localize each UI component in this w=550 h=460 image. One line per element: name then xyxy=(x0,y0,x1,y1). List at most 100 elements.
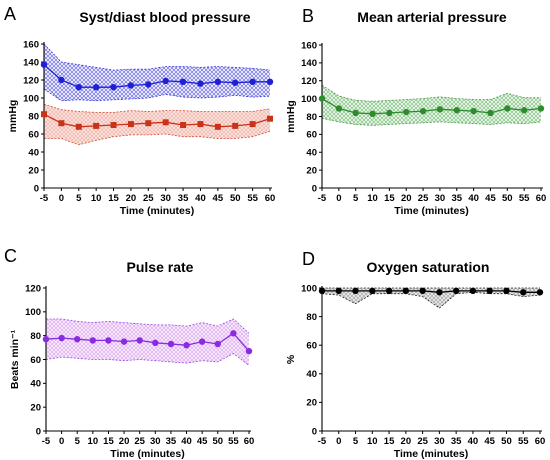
x-tick-label: 15 xyxy=(103,436,114,447)
x-tick-label: 0 xyxy=(59,436,64,447)
data-point xyxy=(127,121,134,128)
x-tick-label: 10 xyxy=(88,436,99,447)
x-tick-label: 10 xyxy=(367,193,378,204)
data-point xyxy=(214,340,221,348)
x-tick-label: 25 xyxy=(417,436,428,447)
x-tick-label: 40 xyxy=(181,436,192,447)
x-tick-label: 55 xyxy=(519,193,530,204)
data-point xyxy=(267,115,273,122)
data-point xyxy=(335,287,342,295)
data-point xyxy=(74,336,81,343)
data-point xyxy=(162,77,169,85)
y-tick-label: 80 xyxy=(30,331,41,342)
x-tick-label: 15 xyxy=(384,436,395,447)
y-tick-label: 40 xyxy=(306,148,317,159)
data-point xyxy=(318,95,326,102)
data-point xyxy=(136,337,143,344)
y-tick-label: 0 xyxy=(312,426,317,437)
x-tick-label: 30 xyxy=(160,193,171,204)
data-point xyxy=(503,287,510,295)
data-point xyxy=(183,342,190,349)
band-upper-line xyxy=(321,84,541,102)
x-tick-label: 15 xyxy=(384,193,395,204)
panel-letter-d: D xyxy=(302,249,315,269)
x-tick-label: -5 xyxy=(42,436,51,447)
x-axis-label: Time (minutes) xyxy=(394,205,468,217)
y-axis-label: mmHg xyxy=(7,100,19,133)
data-point xyxy=(167,340,175,348)
x-tick-label: 30 xyxy=(150,436,161,447)
data-point xyxy=(504,105,511,112)
x-axis-label: Time (minutes) xyxy=(394,448,468,460)
y-tick-label: 100 xyxy=(25,307,41,318)
y-tick-label: 80 xyxy=(306,112,317,123)
x-tick-label: 55 xyxy=(518,436,529,447)
data-point xyxy=(352,287,359,295)
y-axis-label: Beats min⁻¹ xyxy=(9,329,21,389)
data-point xyxy=(145,81,152,88)
panel-b-mean-arterial-pressure: Mean arterial pressure020406080100120140… xyxy=(285,9,546,217)
y-tick-label: 0 xyxy=(312,183,317,194)
y-tick-label: 120 xyxy=(23,75,39,86)
x-tick-label: 50 xyxy=(230,193,241,204)
data-point xyxy=(318,287,326,295)
data-point xyxy=(179,78,187,86)
data-point xyxy=(127,82,135,89)
band-lower-line xyxy=(43,88,271,102)
y-tick-label: 60 xyxy=(30,355,41,366)
y-tick-label: 80 xyxy=(28,111,39,122)
panel-letter-b: B xyxy=(302,6,314,26)
data-point xyxy=(536,289,544,296)
y-tick-label: 20 xyxy=(28,165,39,176)
data-point xyxy=(469,287,477,295)
data-point xyxy=(93,122,100,129)
data-point xyxy=(369,287,376,295)
confidence-band xyxy=(44,104,270,145)
y-tick-label: 100 xyxy=(23,93,39,104)
confidence-band xyxy=(44,44,270,101)
y-tick-label: 40 xyxy=(28,147,39,158)
data-point xyxy=(152,339,159,347)
data-point xyxy=(214,78,222,86)
y-tick-label: 160 xyxy=(23,39,39,50)
band-lower-line xyxy=(44,130,271,146)
x-tick-label: 35 xyxy=(178,193,189,204)
x-tick-label: 55 xyxy=(228,436,239,447)
x-tick-label: 5 xyxy=(75,436,81,447)
x-tick-label: 0 xyxy=(59,193,64,204)
data-point xyxy=(352,109,359,117)
x-tick-label: 35 xyxy=(166,436,177,447)
x-tick-label: 0 xyxy=(336,193,341,204)
x-tick-label: -5 xyxy=(318,193,327,204)
x-tick-label: 30 xyxy=(435,193,446,204)
data-point xyxy=(162,119,169,126)
y-tick-label: 60 xyxy=(306,130,317,141)
data-point xyxy=(92,84,100,91)
data-point xyxy=(180,122,187,128)
x-tick-label: 60 xyxy=(244,436,255,447)
x-tick-label: 35 xyxy=(451,436,462,447)
y-tick-label: 160 xyxy=(301,40,317,51)
data-point xyxy=(198,338,206,345)
chart-title: Oxygen saturation xyxy=(367,259,490,275)
x-tick-label: 60 xyxy=(535,436,546,447)
y-tick-label: 100 xyxy=(301,94,317,105)
x-tick-label: 20 xyxy=(401,436,412,447)
band-lower-line xyxy=(321,117,542,126)
y-tick-label: 40 xyxy=(306,369,317,380)
y-tick-label: 60 xyxy=(28,129,39,140)
data-point xyxy=(249,78,256,86)
data-point xyxy=(419,107,427,115)
x-tick-label: -5 xyxy=(318,436,327,447)
x-tick-label: 20 xyxy=(126,193,137,204)
x-tick-label: 45 xyxy=(213,193,224,204)
x-tick-label: 50 xyxy=(212,436,223,447)
data-point xyxy=(120,338,128,345)
x-tick-label: 25 xyxy=(134,436,145,447)
x-tick-label: 50 xyxy=(501,436,512,447)
band-upper-line xyxy=(43,43,271,71)
data-point xyxy=(232,79,239,86)
band-upper-line xyxy=(43,103,271,113)
x-tick-label: 55 xyxy=(247,193,258,204)
